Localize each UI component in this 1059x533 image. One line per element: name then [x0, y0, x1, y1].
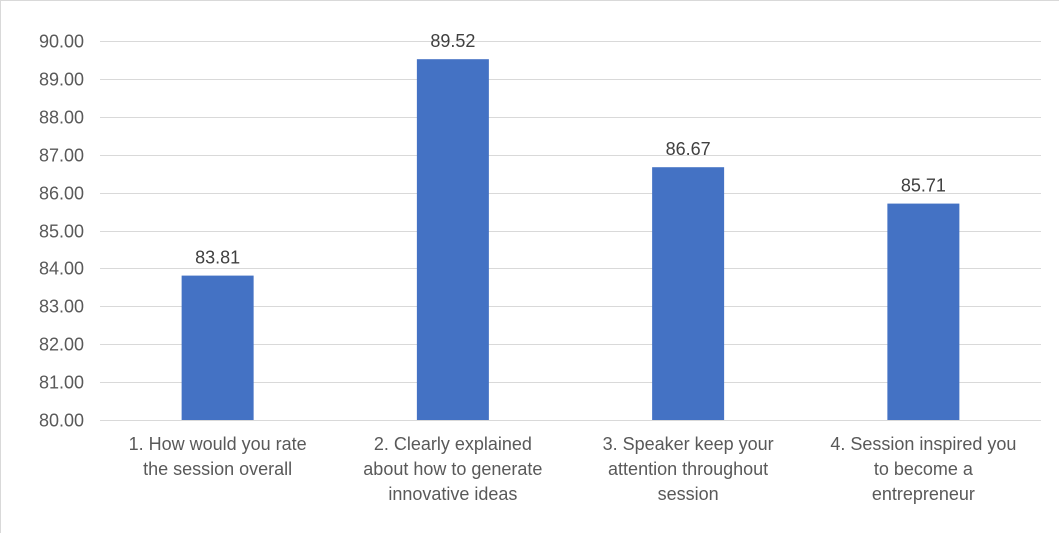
- bar: [416, 59, 489, 420]
- data-label: 83.81: [195, 248, 240, 268]
- y-axis-tick-labels: 80.00 81.00 82.00 83.00 84.00 85.00 86.00 87.00…: [39, 32, 84, 431]
- y-tick-label: 83.00: [39, 297, 84, 317]
- data-label: 86.67: [666, 139, 711, 159]
- y-tick-label: 82.00: [39, 335, 84, 355]
- y-tick-label: 89.00: [39, 70, 84, 90]
- x-axis-category-labels: 1. How would you rate the session overall…: [129, 434, 1017, 504]
- y-tick-label: 86.00: [39, 184, 84, 204]
- y-tick-label: 88.00: [39, 108, 84, 128]
- bar: [887, 203, 960, 420]
- x-category-label: attention throughout: [608, 459, 768, 479]
- data-label: 89.52: [430, 31, 475, 51]
- y-tick-label: 80.00: [39, 411, 84, 431]
- data-label: 85.71: [901, 176, 946, 196]
- y-tick-label: 90.00: [39, 32, 84, 52]
- x-category-label: innovative ideas: [388, 484, 517, 504]
- gridlines: [100, 41, 1041, 383]
- y-tick-label: 84.00: [39, 259, 84, 279]
- x-category-label: 1. How would you rate: [129, 434, 307, 454]
- x-category-label: 2. Clearly explained: [374, 434, 532, 454]
- bar: [652, 167, 725, 420]
- x-category-label: session: [658, 484, 719, 504]
- x-category-label: the session overall: [143, 459, 292, 479]
- bars: [181, 59, 960, 420]
- x-category-label: about how to generate: [363, 459, 542, 479]
- x-category-label: 3. Speaker keep your: [603, 434, 774, 454]
- y-tick-label: 81.00: [39, 373, 84, 393]
- x-category-label: entrepreneur: [872, 484, 975, 504]
- bar: [181, 275, 254, 420]
- y-tick-label: 85.00: [39, 222, 84, 242]
- y-tick-label: 87.00: [39, 146, 84, 166]
- x-category-label: 4. Session inspired you: [830, 434, 1016, 454]
- data-labels: 83.81 89.52 86.67 85.71: [195, 31, 946, 267]
- x-category-label: to become a: [874, 459, 974, 479]
